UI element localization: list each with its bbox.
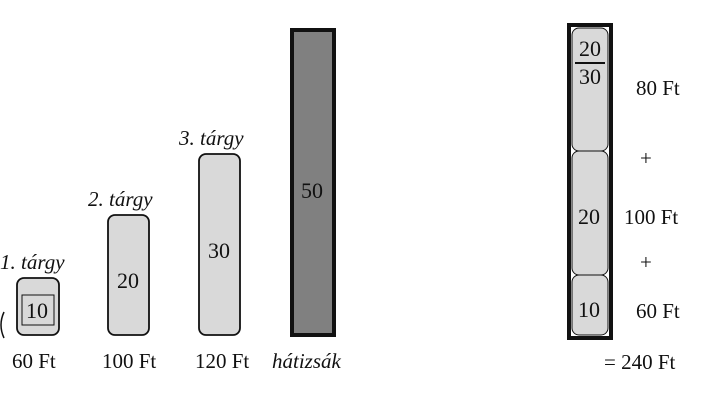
edge-arc — [0, 311, 5, 339]
item-3-label: 3. tárgy — [179, 126, 244, 150]
item-1-box — [16, 277, 60, 336]
item-3-box — [198, 153, 241, 336]
solution-top-price: 80 Ft — [636, 76, 680, 100]
solution-item-2-size: 20 — [578, 204, 600, 229]
fraction-denominator: 30 — [579, 63, 601, 89]
item-1-size: 10 — [26, 298, 48, 323]
item-3-size: 30 — [208, 238, 230, 263]
item-1-label: 1. tárgy — [0, 250, 65, 274]
solution-item-1-price: 60 Ft — [636, 299, 680, 323]
fraction-numerator: 20 — [579, 36, 601, 61]
solution-plus-2: + — [640, 250, 652, 274]
item-2-box — [107, 214, 150, 336]
fraction-bar — [575, 62, 605, 64]
solution-segment-item-1 — [571, 274, 609, 336]
solution-item-1-size: 10 — [578, 297, 600, 322]
item-3-price: 120 Ft — [195, 349, 250, 373]
knapsack-capacity: 50 — [301, 178, 323, 203]
item-2-size: 20 — [117, 268, 139, 293]
knapsack-box — [290, 28, 336, 337]
knapsack-label: hátizsák — [272, 349, 341, 373]
solution-total: = 240 Ft — [604, 350, 676, 374]
solution-plus-1: + — [640, 146, 652, 170]
item-2-price: 100 Ft — [102, 349, 157, 373]
item-1-value-frame — [21, 294, 55, 326]
item-2-label: 2. tárgy — [88, 187, 153, 211]
item-1-price: 60 Ft — [12, 349, 56, 373]
solution-fraction: 20 30 — [575, 38, 605, 88]
solution-item-2-price: 100 Ft — [624, 205, 679, 229]
